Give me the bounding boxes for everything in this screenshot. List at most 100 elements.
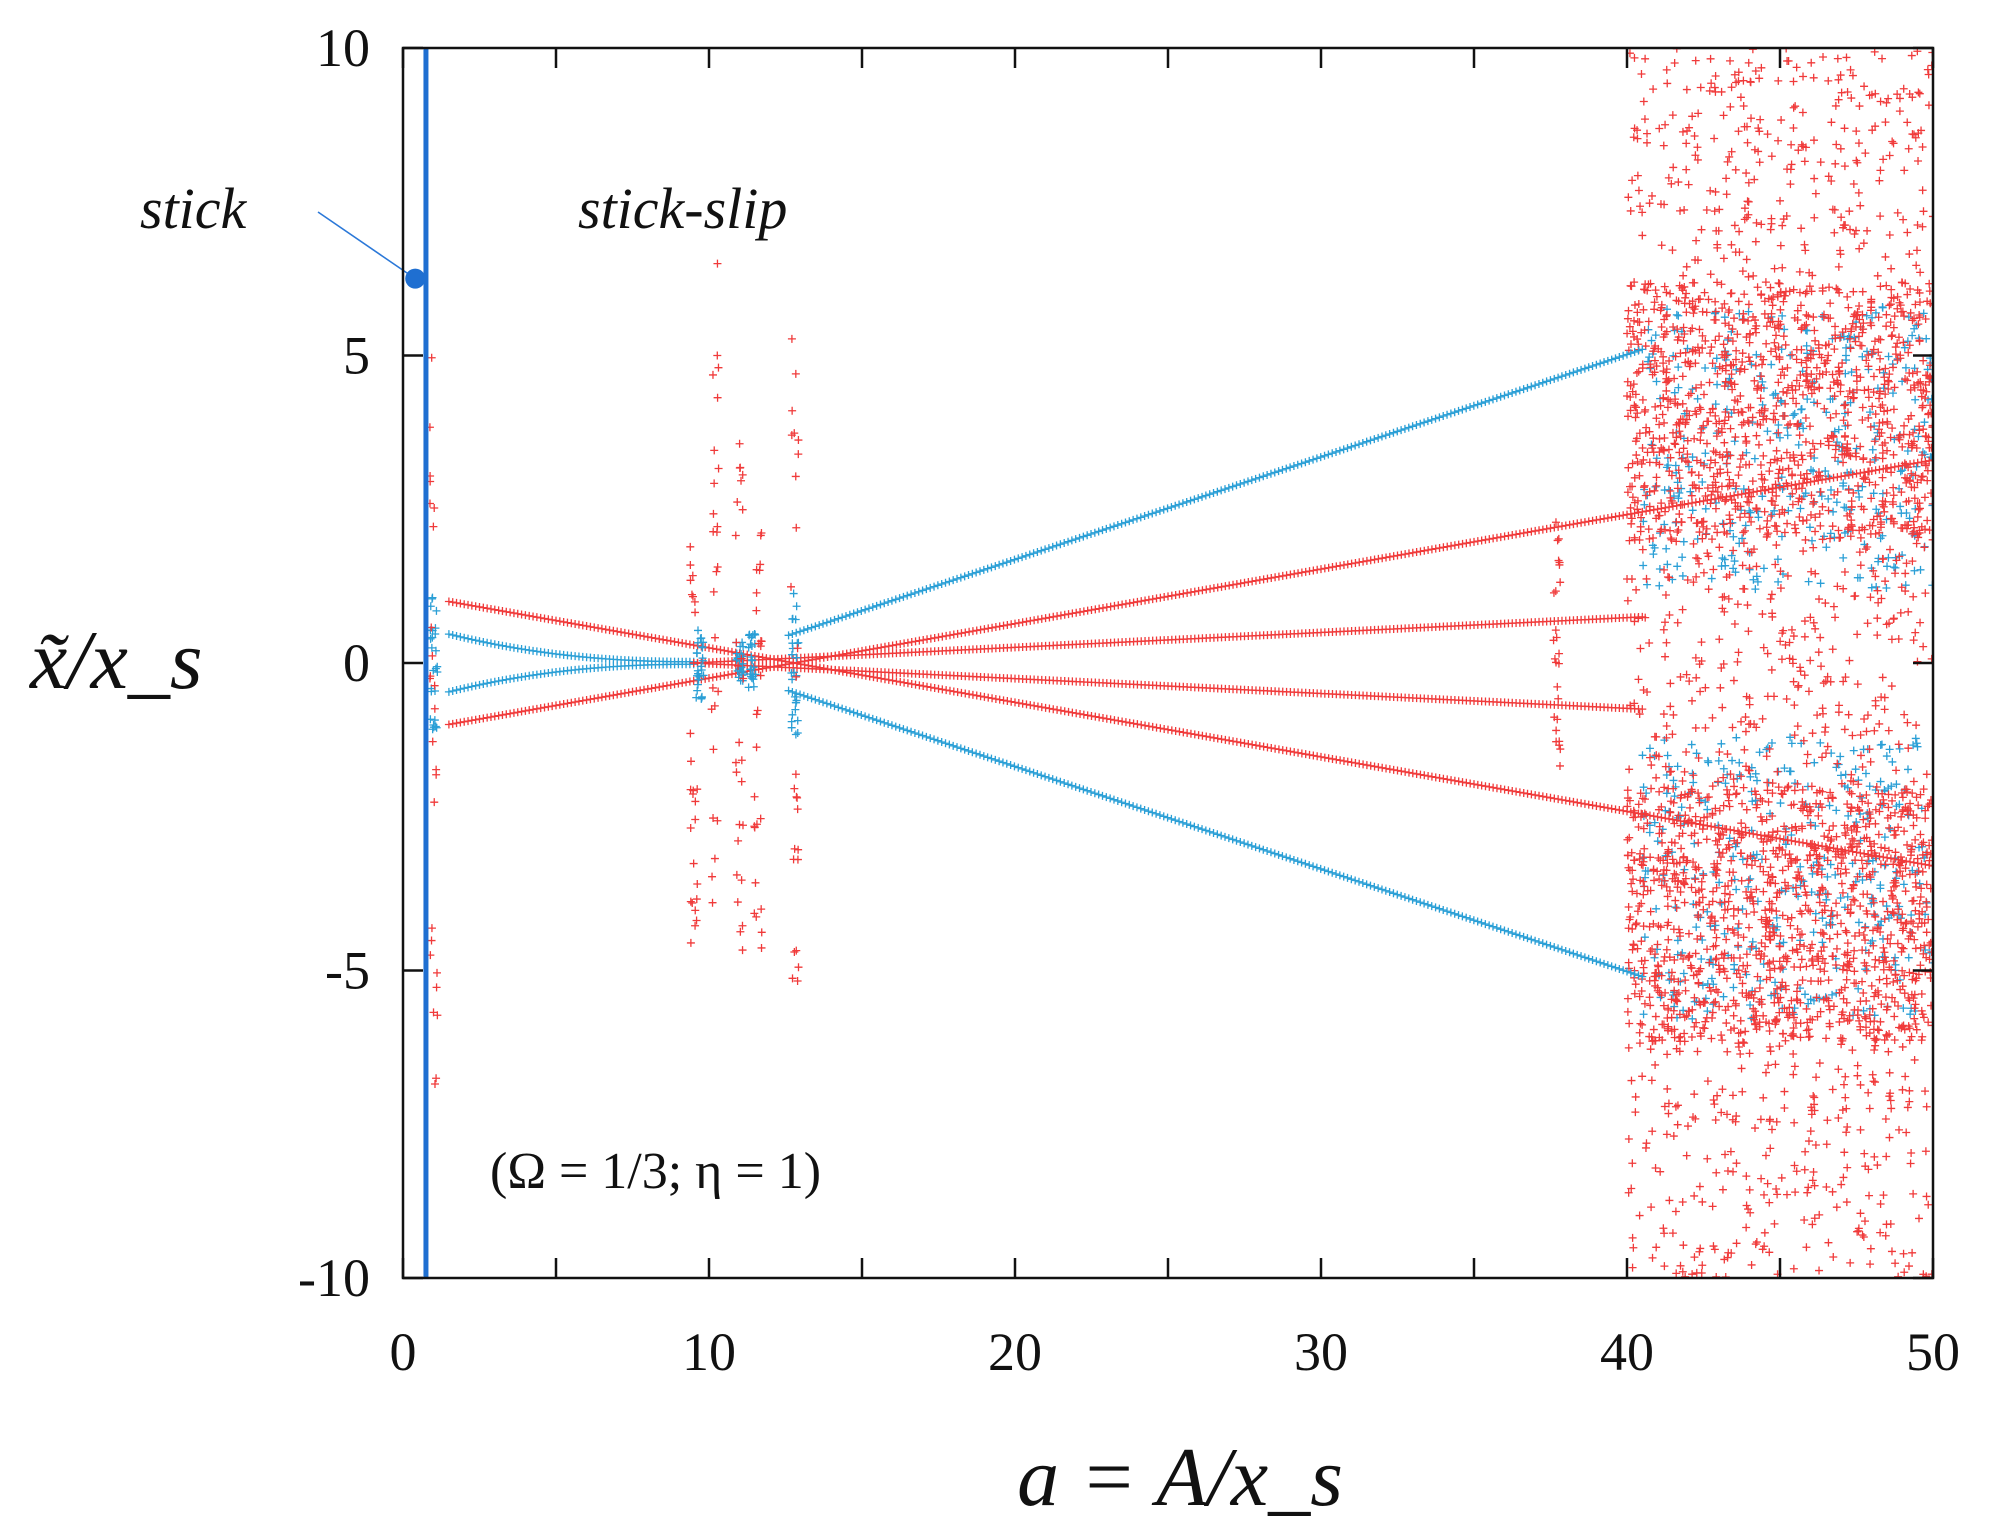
red-branch-point <box>1535 791 1544 800</box>
blue-branch-point <box>891 595 900 604</box>
blue-branch-point <box>887 721 896 730</box>
red-chaotic-point <box>1876 860 1885 869</box>
blue-branch-point <box>1251 474 1260 483</box>
blue-branch-point <box>1282 853 1291 862</box>
red-branch-point <box>1007 697 1016 706</box>
red-chaotic-point <box>1817 662 1826 671</box>
red-branch-point <box>597 624 606 633</box>
blue-chaotic-point <box>1784 506 1793 515</box>
red-chaotic-point <box>1870 1045 1879 1054</box>
red-chaotic-point <box>1679 1241 1688 1250</box>
red-branch-point <box>1550 794 1559 803</box>
blue-branch-point <box>853 608 862 617</box>
red-chaotic-point <box>1829 1253 1838 1262</box>
red-chaotic-point <box>1914 378 1923 387</box>
blue-branch-point <box>1393 890 1402 899</box>
red-chaotic-point <box>1639 686 1648 695</box>
red-chaotic-point <box>1839 1080 1848 1089</box>
red-branch-point <box>991 694 1000 703</box>
red-branch-point <box>666 637 675 646</box>
red-chaotic-point <box>1777 655 1786 664</box>
blue-branch-point <box>1286 463 1295 472</box>
red-chaotic-point <box>1846 344 1855 353</box>
red-branch-point <box>1366 761 1375 770</box>
red-chaotic-point <box>1881 577 1890 586</box>
blue-branch-point <box>1515 386 1524 395</box>
red-chaotic-point <box>1908 369 1917 378</box>
red-chaotic-point <box>1643 448 1652 457</box>
blue-branch-point <box>1389 889 1398 898</box>
red-chaotic-point <box>1790 963 1799 972</box>
red-chaotic-point <box>1655 124 1664 133</box>
red-branch-point <box>907 679 916 688</box>
blue-branch-point <box>1071 782 1080 791</box>
red-branch-point <box>1921 860 1930 869</box>
blue-branch-point <box>1266 469 1275 478</box>
red-chaotic-point <box>1885 1068 1894 1077</box>
blue-chaotic-point <box>1878 489 1887 498</box>
blue-chaotic-point <box>1829 507 1838 516</box>
blue-branch-point <box>1090 528 1099 537</box>
blue-chaotic-point <box>1919 309 1928 318</box>
red-chaotic-point <box>1884 94 1893 103</box>
red-chaotic-point <box>1807 956 1816 965</box>
red-chaotic-point <box>1685 803 1694 812</box>
red-branch-point <box>1458 778 1467 787</box>
red-branch-point <box>586 695 595 704</box>
red-chaotic-point <box>1789 103 1798 112</box>
red-branch-point <box>1339 756 1348 765</box>
red-chaotic-point <box>1776 305 1785 314</box>
red-branch-point <box>1083 711 1092 720</box>
red-chaotic-point <box>1865 745 1874 754</box>
red-chaotic-point <box>1797 140 1806 149</box>
blue-branch-point <box>1400 893 1409 902</box>
red-branch-point <box>479 714 488 723</box>
red-chaotic-point <box>1843 966 1852 975</box>
red-chaotic-point <box>1726 102 1735 111</box>
blue-branch-point <box>926 734 935 743</box>
red-chaotic-point <box>1792 873 1801 882</box>
red-chaotic-point <box>1744 766 1753 775</box>
red-branch-point <box>483 604 492 613</box>
red-branch-point <box>1198 731 1207 740</box>
red-chaotic-point <box>1736 973 1745 982</box>
red-chaotic-point <box>1630 473 1639 482</box>
blue-chaotic-point <box>1671 461 1680 470</box>
red-chaotic-point <box>1636 202 1645 211</box>
blue-branch-point <box>899 592 908 601</box>
red-chaotic-point <box>1849 180 1858 189</box>
blue-branch-point <box>452 631 461 640</box>
red-chaotic-point <box>1747 517 1756 526</box>
red-chaotic-point <box>1679 271 1688 280</box>
red-chaotic-point <box>1895 1125 1904 1134</box>
red-chaotic-point <box>1627 879 1636 888</box>
red-chaotic-point <box>1884 1047 1893 1056</box>
red-chaotic-point <box>1797 955 1806 964</box>
red-chaotic-point <box>1923 65 1932 74</box>
red-chaotic-point <box>1830 228 1839 237</box>
blue-chaotic-point <box>1899 1004 1908 1013</box>
blue-chaotic-point <box>1910 566 1919 575</box>
red-branch-point <box>594 624 603 633</box>
blue-chaotic-point <box>1878 303 1887 312</box>
blue-branch-point <box>1117 798 1126 807</box>
red-chaotic-point <box>1809 1092 1818 1101</box>
red-chaotic-point <box>1757 915 1766 924</box>
blue-branch-point <box>1033 547 1042 556</box>
red-chaotic-point <box>1767 309 1776 318</box>
red-chaotic-point <box>1760 297 1769 306</box>
red-chaotic-point <box>1887 931 1896 940</box>
red-chaotic-point <box>1659 141 1668 150</box>
blue-branch-point <box>1408 895 1417 904</box>
blue-chaotic-point <box>1906 1010 1915 1019</box>
red-branch-point <box>1186 729 1195 738</box>
blue-branch-point <box>1546 941 1555 950</box>
blue-chaotic-point <box>1753 776 1761 785</box>
red-chaotic-point <box>1788 470 1797 479</box>
red-chaotic-point <box>1645 993 1654 1002</box>
blue-chaotic-point <box>1882 583 1891 592</box>
red-chaotic-point <box>1884 726 1893 735</box>
red-chaotic-point <box>1638 395 1647 404</box>
blue-chaotic-point <box>1753 577 1762 586</box>
red-chaotic-point <box>1752 321 1761 330</box>
